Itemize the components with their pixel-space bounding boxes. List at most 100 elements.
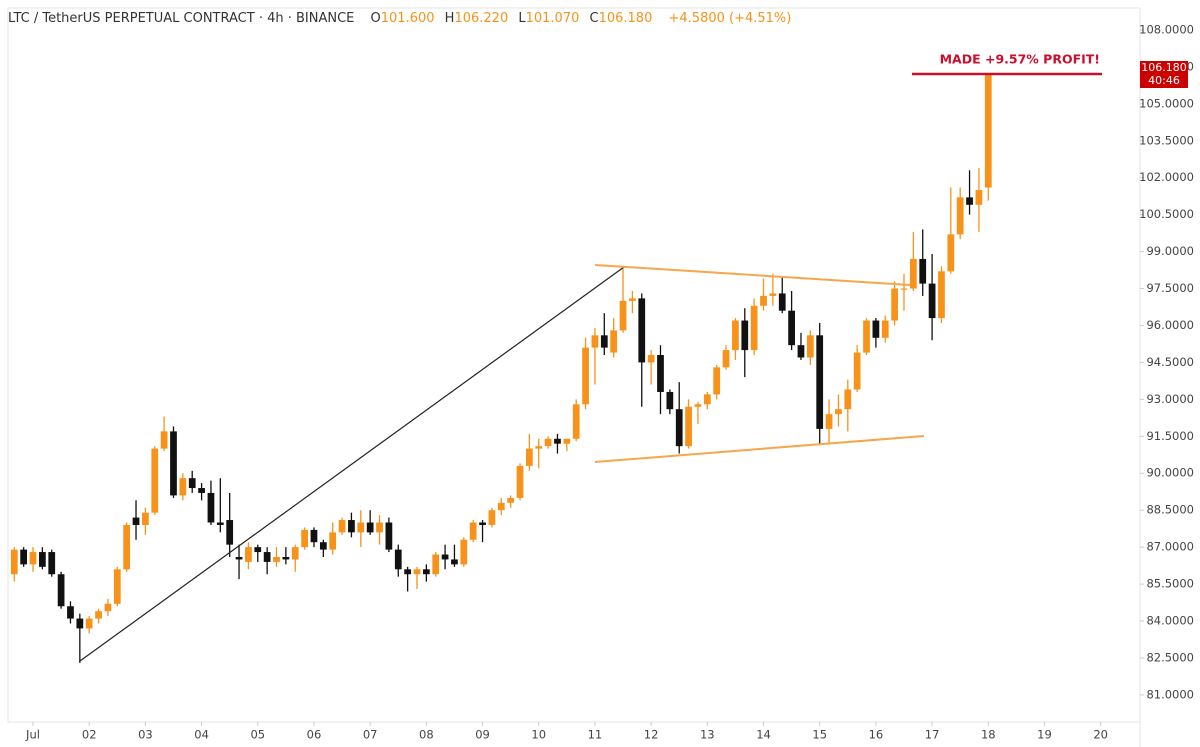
candle-body bbox=[891, 288, 898, 321]
candle-body bbox=[329, 532, 337, 550]
candle-body bbox=[76, 618, 84, 629]
candle-body bbox=[179, 478, 187, 496]
candle-body bbox=[760, 295, 767, 306]
candle-body bbox=[722, 350, 730, 368]
candle-body bbox=[778, 293, 786, 311]
candle-body bbox=[638, 298, 646, 363]
candle-body bbox=[385, 522, 393, 550]
candle-body bbox=[806, 335, 814, 358]
candle-body bbox=[479, 522, 486, 525]
candle-body bbox=[432, 554, 440, 575]
candle-body bbox=[57, 574, 65, 607]
y-tick-label: 105.0000 bbox=[1139, 96, 1194, 110]
candle-body bbox=[872, 320, 880, 338]
candle-body bbox=[376, 522, 383, 533]
candle-body bbox=[647, 355, 655, 363]
candle-body bbox=[123, 524, 131, 570]
candle-body bbox=[422, 569, 430, 575]
triangle-upper-line bbox=[594, 264, 911, 286]
x-tick-label: 06 bbox=[307, 728, 322, 742]
x-tick-label: 05 bbox=[250, 728, 265, 742]
candle-body bbox=[441, 554, 449, 560]
candle-body bbox=[881, 320, 889, 338]
x-tick-label: Jul bbox=[25, 728, 40, 742]
y-tick-label: 97.5000 bbox=[1146, 281, 1194, 295]
candle-body bbox=[170, 431, 177, 496]
triangle-lower-line bbox=[594, 435, 925, 463]
candle-body bbox=[516, 465, 524, 498]
candle-body bbox=[48, 552, 56, 575]
candle-body bbox=[216, 522, 224, 525]
x-tick-label: 15 bbox=[812, 728, 827, 742]
candle-body bbox=[95, 611, 102, 619]
candle-body bbox=[357, 522, 365, 533]
y-tick-label: 81.0000 bbox=[1146, 687, 1194, 701]
candle-body bbox=[151, 448, 159, 513]
close-label: C bbox=[590, 11, 599, 26]
x-tick-label: 14 bbox=[756, 728, 771, 742]
candle-body bbox=[572, 404, 580, 439]
candle-body bbox=[713, 367, 721, 395]
candle-body bbox=[919, 258, 927, 284]
candle-body bbox=[460, 539, 468, 565]
high-value: 106.220 bbox=[454, 11, 508, 26]
low-value: 101.070 bbox=[526, 11, 580, 26]
y-tick-label: 103.5000 bbox=[1139, 133, 1194, 147]
candle-body bbox=[273, 556, 280, 562]
candle-body bbox=[657, 355, 664, 392]
candle-body bbox=[900, 288, 908, 290]
y-tick-label: 100.5000 bbox=[1139, 207, 1194, 221]
last-price: 106.180 bbox=[1141, 61, 1187, 74]
x-tick-label: 20 bbox=[1093, 728, 1108, 742]
candle-body bbox=[235, 556, 243, 560]
candle-body bbox=[245, 547, 252, 562]
y-tick-label: 93.0000 bbox=[1146, 392, 1194, 406]
candle-body bbox=[835, 409, 842, 415]
y-tick-label: 96.0000 bbox=[1146, 318, 1194, 332]
x-tick-label: 12 bbox=[644, 728, 659, 742]
candle-body bbox=[863, 320, 870, 353]
candle-body bbox=[104, 603, 112, 612]
candle-body bbox=[338, 520, 346, 533]
candle-body bbox=[497, 502, 505, 511]
candle-body bbox=[67, 606, 74, 619]
y-tick-label: 94.5000 bbox=[1146, 355, 1194, 369]
y-tick-label: 108.0000 bbox=[1139, 22, 1194, 36]
candle-body bbox=[966, 197, 973, 205]
plot-area bbox=[7, 7, 1141, 723]
candle-body bbox=[301, 529, 308, 548]
candle-body bbox=[488, 510, 496, 525]
y-tick-label: 102.0000 bbox=[1139, 170, 1194, 184]
y-tick-label: 88.5000 bbox=[1146, 503, 1194, 517]
candle-body bbox=[207, 492, 215, 523]
candle-body bbox=[526, 448, 533, 466]
candle-body bbox=[310, 529, 318, 543]
x-tick-label: 10 bbox=[531, 728, 546, 742]
candle-body bbox=[600, 335, 608, 348]
candle-body bbox=[85, 618, 93, 629]
candle-body bbox=[694, 404, 702, 407]
candle-body bbox=[113, 569, 121, 604]
candle-body bbox=[750, 305, 758, 351]
candle-body bbox=[629, 298, 636, 301]
open-label: O bbox=[371, 11, 381, 26]
x-tick-label: 08 bbox=[419, 728, 434, 742]
y-tick-label: 91.5000 bbox=[1146, 429, 1194, 443]
candle-body bbox=[666, 391, 674, 410]
last-price-box: 106.180 40:46 bbox=[1140, 61, 1188, 88]
x-tick-label: 16 bbox=[869, 728, 884, 742]
candle-body bbox=[10, 549, 18, 575]
candle-body bbox=[469, 522, 477, 540]
candle-body bbox=[20, 549, 28, 565]
x-tick-label: 19 bbox=[1037, 728, 1052, 742]
header: LTC / TetherUS PERPETUAL CONTRACT · 4h ·… bbox=[8, 11, 791, 26]
candle-body bbox=[797, 345, 805, 358]
open-value: 101.600 bbox=[381, 11, 435, 26]
candle-body bbox=[413, 569, 421, 575]
high-label: H bbox=[445, 11, 455, 26]
x-tick-label: 11 bbox=[588, 728, 603, 742]
close-value: 106.180 bbox=[599, 11, 653, 26]
candle-body bbox=[254, 547, 262, 553]
trend-line bbox=[79, 266, 625, 662]
candle-body bbox=[507, 497, 515, 503]
